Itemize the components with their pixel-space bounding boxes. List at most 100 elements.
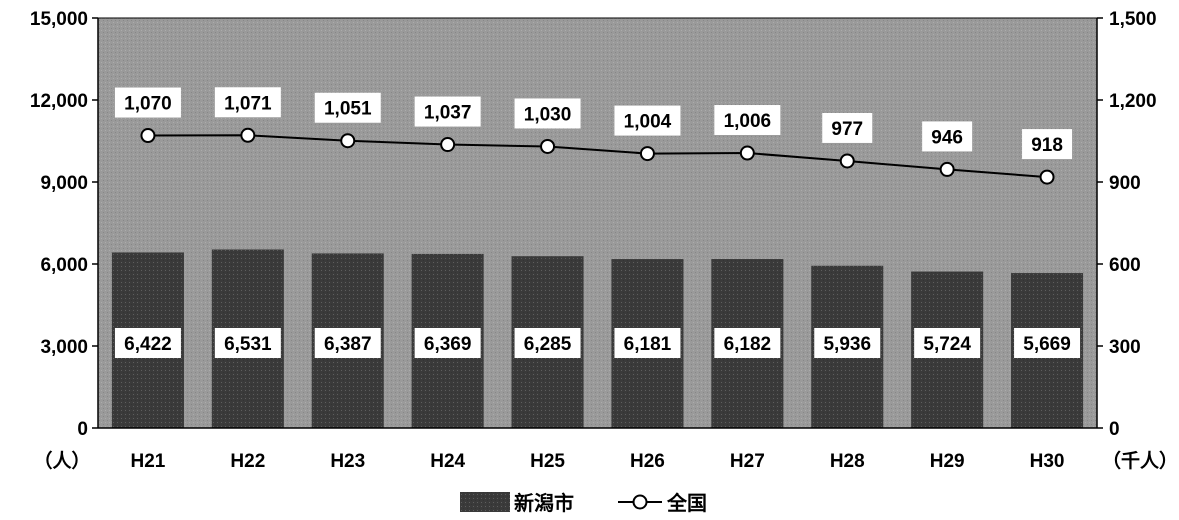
legend-item-全国: 全国: [618, 491, 707, 515]
line-label-H30-box: [1022, 129, 1073, 160]
bar-label-H26-text: 6,181: [624, 334, 672, 355]
line-point-H24: [440, 137, 456, 153]
legend-swatch-marker: [632, 494, 648, 510]
y-left-tick-label: 6,000: [40, 255, 88, 276]
legend-label-新潟市: 新潟市: [514, 491, 574, 515]
bar-label-H29: 5,724: [914, 328, 981, 358]
bar-label-H25-text: 6,285: [524, 334, 572, 355]
x-tick-label-H27: H27: [730, 451, 765, 472]
line-label-H30: 918: [1022, 129, 1073, 160]
x-tick-label-H29: H29: [930, 451, 965, 472]
line-label-H28: 977: [822, 112, 873, 143]
line-point-H30: [1039, 169, 1055, 185]
line-label-H21: 1,070: [114, 87, 181, 118]
bar-label-H22-text: 6,531: [224, 334, 272, 355]
bar-label-H26: 6,181: [614, 328, 681, 358]
line-label-H29: 946: [922, 121, 973, 152]
y-left-tick-label: 12,000: [30, 91, 88, 112]
bar-label-H30-box: [1014, 328, 1081, 358]
line-point-H21: [140, 128, 156, 144]
line-point-H26: [639, 146, 655, 162]
y-right-tick-label: 1,200: [1109, 91, 1157, 112]
y-right-tick-label: 300: [1109, 337, 1141, 358]
line-label-H27: 1,006: [714, 105, 781, 136]
bar-label-H27-text: 6,182: [724, 334, 772, 355]
legend-label-全国: 全国: [666, 491, 707, 515]
legend-item-新潟市: 新潟市: [460, 491, 574, 515]
x-tick-label-H24: H24: [430, 451, 465, 472]
bar-label-H28: 5,936: [814, 328, 881, 358]
line-label-H23: 1,051: [314, 92, 381, 123]
bar-label-H30: 5,669: [1014, 328, 1081, 358]
bar-label-H25-box: [514, 328, 581, 358]
x-tick-label-H26: H26: [630, 451, 665, 472]
x-tick-label-H23: H23: [330, 451, 365, 472]
line-label-H23-box: [314, 92, 381, 123]
line-point-H25: [540, 138, 556, 154]
line-label-H29-text: 946: [931, 127, 963, 148]
y-left-tick-label: 0: [77, 419, 88, 440]
bar-label-H28-box: [814, 328, 881, 358]
line-point-H28: [839, 153, 855, 169]
line-series-全国: [147, 134, 1048, 179]
line-label-H22-box: [214, 87, 281, 118]
bar-label-H30-text: 5,669: [1023, 334, 1071, 355]
line-label-H23-text: 1,051: [324, 99, 372, 120]
line-label-H28-text: 977: [831, 119, 863, 140]
line-point-H22: [240, 127, 256, 143]
bar-label-H21-box: [114, 328, 181, 358]
bar-label-H24: 6,369: [414, 328, 481, 358]
bar-label-H21: 6,422: [114, 328, 181, 358]
y-left-unit: （人）: [33, 449, 90, 472]
y-right-tick-label: 900: [1109, 173, 1141, 194]
y-right-tick-label: 1,500: [1109, 9, 1157, 30]
y-left-tick-label: 9,000: [40, 173, 88, 194]
legend-swatch-bar-texture: [460, 492, 510, 512]
line-label-H27-box: [714, 105, 781, 136]
line-point-H23: [340, 133, 356, 149]
y-right-tick-label: 600: [1109, 255, 1141, 276]
line-label-H21-text: 1,070: [124, 94, 172, 115]
bar-label-H23-text: 6,387: [324, 334, 372, 355]
x-tick-label-H21: H21: [131, 451, 166, 472]
line-label-H22-text: 1,071: [224, 93, 272, 114]
line-label-H24-text: 1,037: [424, 103, 472, 124]
bar-label-H28-text: 5,936: [823, 334, 871, 355]
x-tick-label-H25: H25: [530, 451, 565, 472]
bar-label-H23: 6,387: [314, 328, 381, 358]
line-label-H24: 1,037: [414, 96, 481, 127]
x-tick-label-H22: H22: [230, 451, 265, 472]
bar-label-H25: 6,285: [514, 328, 581, 358]
bar-label-H22: 6,531: [214, 328, 281, 358]
line-label-H26: 1,004: [614, 105, 681, 136]
line-label-H30-text: 918: [1031, 135, 1063, 156]
line-label-H24-box: [414, 96, 481, 127]
bar-label-H29-text: 5,724: [923, 334, 971, 355]
line-label-H22: 1,071: [214, 87, 281, 118]
y-left-tick-label: 15,000: [30, 9, 88, 30]
line-label-H27-text: 1,006: [724, 111, 772, 132]
y-right-tick-label: 0: [1109, 419, 1120, 440]
y-left-tick-label: 3,000: [40, 337, 88, 358]
line-label-H28-box: [822, 112, 873, 143]
line-point-H29: [939, 161, 955, 177]
line-label-H26-box: [614, 105, 681, 136]
y-right-unit: （千人）: [1102, 449, 1178, 472]
x-tick-label-H28: H28: [830, 451, 865, 472]
bar-label-H24-text: 6,369: [424, 334, 472, 355]
bar-label-H27-box: [714, 328, 781, 358]
bar-label-H23-box: [314, 328, 381, 358]
line-label-H21-box: [114, 87, 181, 118]
x-tick-label-H30: H30: [1030, 451, 1065, 472]
line-label-H25-box: [514, 98, 581, 129]
line-label-H29-box: [922, 121, 973, 152]
line-point-H27: [739, 145, 755, 161]
bar-label-H29-box: [914, 328, 981, 358]
bar-label-H24-box: [414, 328, 481, 358]
line-label-H25: 1,030: [514, 98, 581, 129]
bar-label-H27: 6,182: [714, 328, 781, 358]
line-label-H25-text: 1,030: [524, 104, 572, 125]
bar-label-H21-text: 6,422: [124, 334, 172, 355]
bar-label-H26-box: [614, 328, 681, 358]
